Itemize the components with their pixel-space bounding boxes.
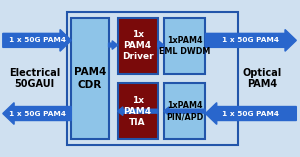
Text: Optical
PAM4: Optical PAM4	[243, 68, 282, 89]
Text: 1 x 50G PAM4: 1 x 50G PAM4	[222, 37, 279, 43]
FancyArrow shape	[158, 41, 164, 49]
Text: PAM4
CDR: PAM4 CDR	[74, 67, 106, 90]
FancyBboxPatch shape	[67, 12, 238, 145]
FancyBboxPatch shape	[164, 83, 206, 139]
FancyBboxPatch shape	[164, 18, 206, 74]
Text: 1 x 50G PAM4: 1 x 50G PAM4	[222, 111, 279, 116]
FancyArrow shape	[164, 107, 206, 115]
Text: 1xPAM4
EML DWDM: 1xPAM4 EML DWDM	[159, 36, 210, 56]
Text: 1 x 50G PAM4: 1 x 50G PAM4	[9, 37, 66, 43]
FancyBboxPatch shape	[118, 83, 158, 139]
Text: Electrical
50GAUI: Electrical 50GAUI	[9, 68, 60, 89]
Text: 1xPAM4
PIN/APD: 1xPAM4 PIN/APD	[166, 101, 203, 121]
FancyArrow shape	[206, 30, 296, 51]
FancyArrow shape	[206, 103, 296, 124]
Text: 1x
PAM4
TIA: 1x PAM4 TIA	[124, 96, 152, 127]
Text: 1x
PAM4
Driver: 1x PAM4 Driver	[122, 30, 153, 61]
FancyArrow shape	[118, 107, 158, 115]
FancyArrow shape	[3, 30, 71, 51]
Text: 1 x 50G PAM4: 1 x 50G PAM4	[9, 111, 66, 116]
FancyBboxPatch shape	[71, 18, 109, 139]
FancyBboxPatch shape	[118, 18, 158, 74]
FancyArrow shape	[109, 41, 118, 49]
FancyArrow shape	[3, 103, 71, 124]
